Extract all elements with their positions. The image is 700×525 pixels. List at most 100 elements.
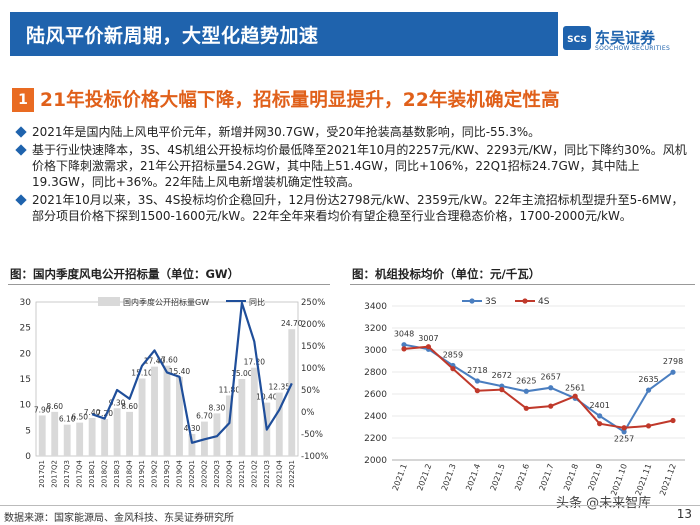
data-source: 数据来源：国家能源局、金风科技、东吴证券研究所 (4, 513, 234, 524)
y-left-tick-label: 15 (20, 375, 31, 385)
x-tick-label: 2021.6 (513, 463, 531, 492)
x-tick-label: 2019Q4 (175, 459, 183, 487)
legend-yoy-label: 同比 (249, 297, 265, 307)
data-label-3s: 2257 (614, 435, 634, 444)
bar-data-label: 6.50 (71, 413, 88, 422)
y-left-tick-label: 0 (25, 452, 31, 462)
series-4s-point (474, 388, 480, 394)
bar-data-label: 15.40 (169, 367, 191, 376)
data-label-3s: 3007 (418, 334, 438, 343)
diamond-icon (15, 144, 27, 156)
x-tick-label: 2021.9 (586, 463, 604, 492)
bullet-item: 基于行业快速降本，3S、4S机组公开投标均价最低降至2021年10月的2257元… (15, 142, 688, 190)
diamond-icon (15, 126, 27, 138)
x-tick-label: 2021.2 (415, 463, 433, 492)
bar (225, 395, 233, 456)
bar (101, 419, 109, 456)
legend-bar-swatch (98, 297, 120, 306)
data-label-3s: 2401 (589, 401, 609, 410)
legend-bar-label: 国内季度公开招标量GW (123, 297, 209, 307)
x-tick-label: 2017Q3 (63, 460, 71, 488)
y-right-tick-label: -100% (301, 452, 328, 462)
x-tick-label: 2019Q3 (163, 460, 171, 488)
header: 陆风平价新周期，大型化趋势加速 SCS 东吴证券 SOOCHOW SECURIT… (0, 0, 700, 68)
bar-data-label: 8.60 (46, 402, 63, 411)
bar-data-label: 7.20 (96, 409, 113, 418)
bar-data-label: 15.10 (131, 368, 153, 377)
series-3s-point (401, 342, 407, 348)
x-tick-label: 2019Q2 (151, 460, 159, 488)
data-label-3s: 2859 (443, 351, 463, 360)
series-4s-point (645, 423, 652, 429)
x-tick-label: 2019Q1 (138, 460, 146, 488)
data-label-3s: 2625 (516, 376, 536, 385)
logo-mark-text: SCS (567, 35, 587, 45)
bar (238, 379, 246, 456)
y-right-tick-label: 150% (301, 342, 325, 352)
bar-data-label: 11.80 (219, 385, 241, 394)
data-label-3s: 2635 (638, 375, 658, 384)
x-tick-label: 2021.4 (464, 463, 482, 492)
bar-data-label: 9.30 (109, 398, 126, 407)
bar-data-label: 15.00 (231, 369, 253, 378)
x-tick-label: 2017Q2 (51, 460, 59, 488)
bar (76, 422, 84, 456)
x-tick-label: 2017Q4 (76, 459, 84, 487)
bar (250, 367, 258, 456)
x-tick-label: 2021Q4 (275, 459, 283, 487)
chart2-divider (350, 284, 695, 285)
series-3s-point (523, 388, 529, 394)
y-left-tick-label: 10 (20, 401, 32, 411)
x-tick-label: 2021.1 (391, 463, 409, 492)
watermark: 头条 @未来智库 (556, 496, 652, 511)
series-4s-point (670, 417, 676, 424)
x-tick-label: 2022Q1 (288, 460, 296, 488)
x-tick-label: 2021Q2 (250, 460, 258, 488)
series-4s-line (403, 345, 674, 429)
bar (163, 365, 171, 456)
data-label-3s: 2561 (565, 383, 585, 392)
y-tick-label: 3400 (364, 302, 387, 312)
logo-icon: SCS (563, 26, 591, 50)
bar (88, 418, 96, 456)
y-tick-label: 2400 (364, 412, 387, 422)
y-left-tick-label: 20 (20, 349, 32, 359)
y-tick-label: 3200 (364, 324, 387, 334)
series-4s-point (425, 344, 432, 350)
series-4s-point (597, 421, 603, 427)
x-tick-label: 2021Q3 (263, 460, 271, 488)
series-3s-point (670, 369, 676, 375)
series-4s-point (572, 393, 578, 399)
legend-4s-label: 4S (538, 297, 550, 307)
y-tick-label: 2600 (364, 390, 387, 400)
series-4s-point (401, 346, 407, 352)
y-left-tick-label: 30 (20, 298, 32, 308)
bar (188, 433, 196, 456)
x-tick-label: 2021.5 (489, 463, 507, 492)
bar (51, 411, 59, 456)
bar (275, 392, 283, 456)
x-tick-label: 2018Q3 (113, 460, 121, 488)
chart1-title: 图：国内季度风电公开招标量（单位：GW） (10, 267, 240, 281)
data-label-3s: 2798 (663, 357, 683, 366)
footer-divider (0, 505, 700, 506)
bar (176, 376, 183, 456)
bar-data-label: 6.70 (196, 412, 213, 421)
diamond-icon (15, 194, 27, 206)
bullet-text: 2021年是国内陆上风电平价元年，新增并网30.7GW，受20年抢装高基数影响，… (32, 125, 541, 139)
bar-data-label: 17.40 (144, 357, 166, 366)
y-right-tick-label: -50% (301, 430, 323, 440)
y-tick-label: 2800 (364, 368, 387, 378)
chart2-title: 图：机组投标均价（单位：元/千瓦） (352, 267, 541, 281)
page-title: 陆风平价新周期，大型化趋势加速 (26, 25, 319, 47)
bar-data-label: 17.20 (244, 358, 266, 367)
data-label-3s: 2672 (492, 371, 512, 380)
x-tick-label: 2020Q4 (225, 459, 233, 487)
x-tick-label: 2018Q2 (101, 460, 109, 488)
logo-name: 东吴证券 (595, 29, 656, 47)
title-bar (10, 12, 558, 56)
x-tick-label: 2018Q1 (88, 460, 96, 488)
bar-data-label: 7.40 (84, 408, 101, 417)
bar-data-label: 8.30 (209, 403, 226, 412)
series-3s-line (403, 343, 674, 434)
